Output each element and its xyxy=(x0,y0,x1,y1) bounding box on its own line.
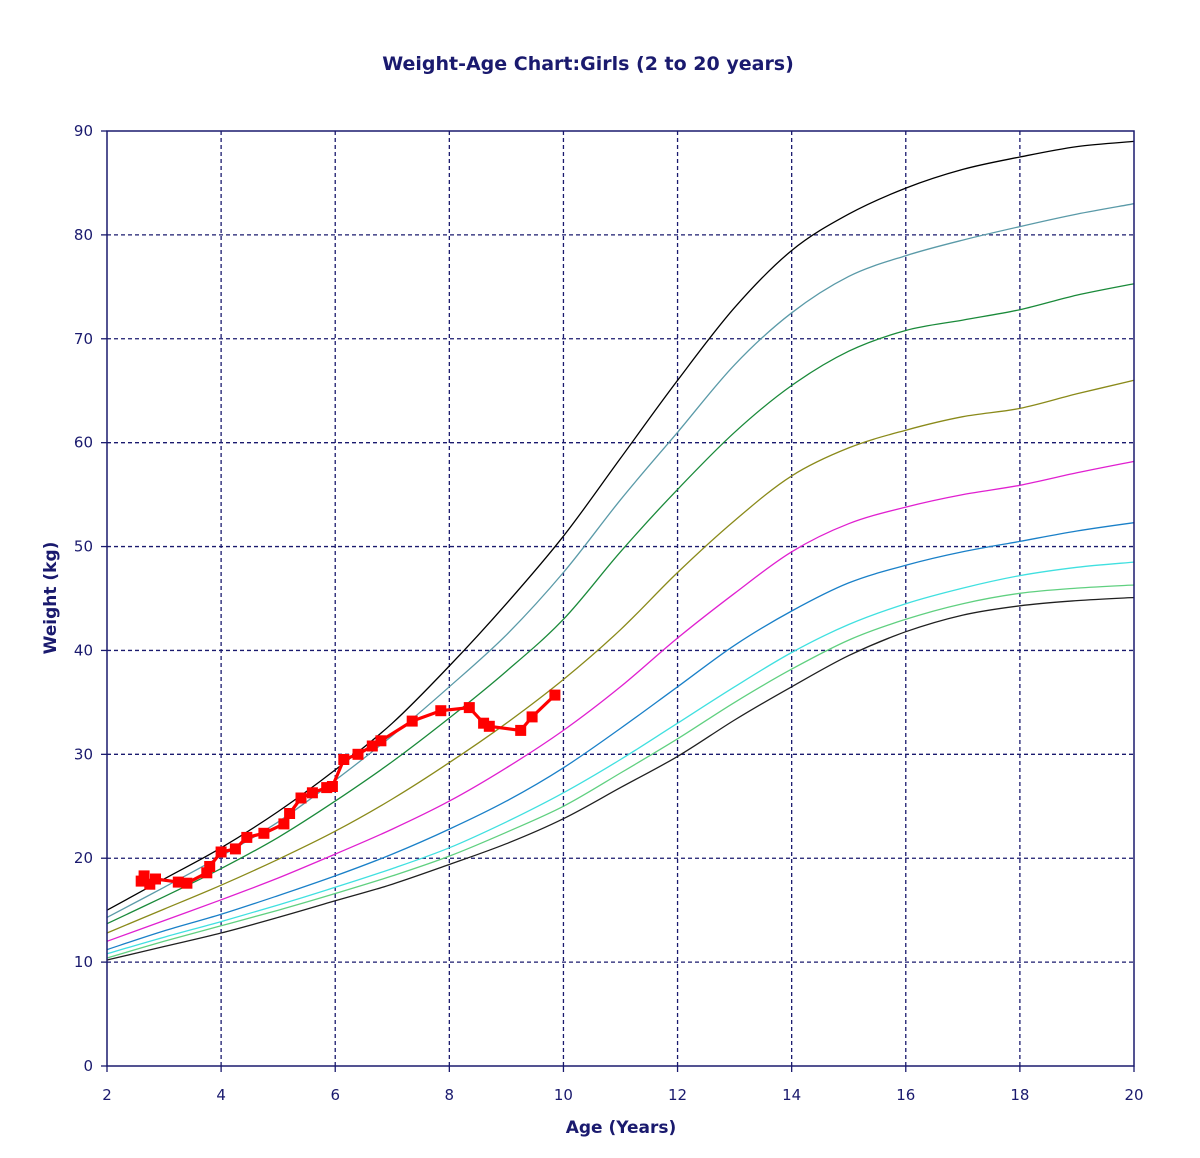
x-tick-label: 4 xyxy=(216,1086,226,1104)
reference-curve xyxy=(106,140,1135,911)
series-point xyxy=(278,818,290,830)
series-point xyxy=(406,715,418,727)
series-point xyxy=(150,873,161,885)
x-tick-label: 8 xyxy=(445,1086,455,1104)
axis-ticks: 2 4 6 8 10 12 14 16 18 20 0 10 20 30 40 50 60 70 80 90 xyxy=(74,122,1144,1104)
x-tick-label: 20 xyxy=(1124,1086,1143,1104)
series-point xyxy=(172,876,184,888)
series-point xyxy=(215,846,227,858)
series-point xyxy=(326,781,338,792)
series-point xyxy=(366,740,378,752)
series-point xyxy=(306,787,318,799)
y-tick-label: 90 xyxy=(74,122,93,140)
reference-curve xyxy=(106,203,1135,918)
y-tick-label: 30 xyxy=(74,745,93,763)
reference-curves xyxy=(106,140,1135,961)
reference-curve xyxy=(106,584,1135,959)
grid-lines xyxy=(107,131,1134,1066)
y-tick-label: 10 xyxy=(74,953,93,971)
y-axis-label: Weight (kg) xyxy=(41,542,61,655)
series-point xyxy=(295,792,307,804)
series-point xyxy=(338,754,350,765)
reference-curve xyxy=(106,460,1135,942)
series-point xyxy=(463,702,475,714)
series-point xyxy=(515,724,527,736)
series-point xyxy=(549,689,561,701)
series-point xyxy=(138,870,150,882)
y-tick-label: 0 xyxy=(83,1057,93,1075)
series-point xyxy=(258,827,270,839)
series-point xyxy=(321,782,333,794)
y-tick-label: 80 xyxy=(74,226,93,244)
reference-curve xyxy=(106,379,1135,934)
series-point xyxy=(483,720,495,732)
chart-title: Weight-Age Chart:Girls (2 to 20 years) xyxy=(382,53,794,75)
y-tick-label: 60 xyxy=(74,434,93,452)
x-tick-label: 10 xyxy=(554,1086,573,1104)
reference-curve xyxy=(106,596,1135,961)
reference-curve xyxy=(106,561,1135,955)
x-tick-label: 12 xyxy=(668,1086,687,1104)
x-axis-label: Age (Years) xyxy=(566,1118,677,1138)
y-tick-label: 40 xyxy=(74,641,93,659)
series-point xyxy=(375,735,387,747)
series-point xyxy=(284,808,296,819)
x-tick-label: 16 xyxy=(896,1086,915,1104)
series-point xyxy=(229,843,241,855)
series-point xyxy=(181,877,193,889)
y-tick-label: 50 xyxy=(74,538,93,556)
reference-curve xyxy=(106,522,1135,951)
series-point xyxy=(201,867,213,879)
x-tick-label: 2 xyxy=(102,1086,112,1104)
y-tick-label: 20 xyxy=(74,849,93,867)
patient-series xyxy=(135,689,561,890)
series-point xyxy=(526,711,538,723)
plot-frame xyxy=(106,130,1135,1067)
series-point xyxy=(204,861,216,872)
y-tick-label: 70 xyxy=(74,330,93,348)
x-tick-label: 18 xyxy=(1010,1086,1029,1104)
series-point xyxy=(352,748,364,760)
reference-curve xyxy=(106,283,1135,925)
x-tick-label: 14 xyxy=(782,1086,801,1104)
series-point xyxy=(435,705,447,717)
series-point xyxy=(241,831,253,843)
x-tick-label: 6 xyxy=(330,1086,340,1104)
series-point xyxy=(144,878,156,890)
series-point xyxy=(478,717,490,729)
